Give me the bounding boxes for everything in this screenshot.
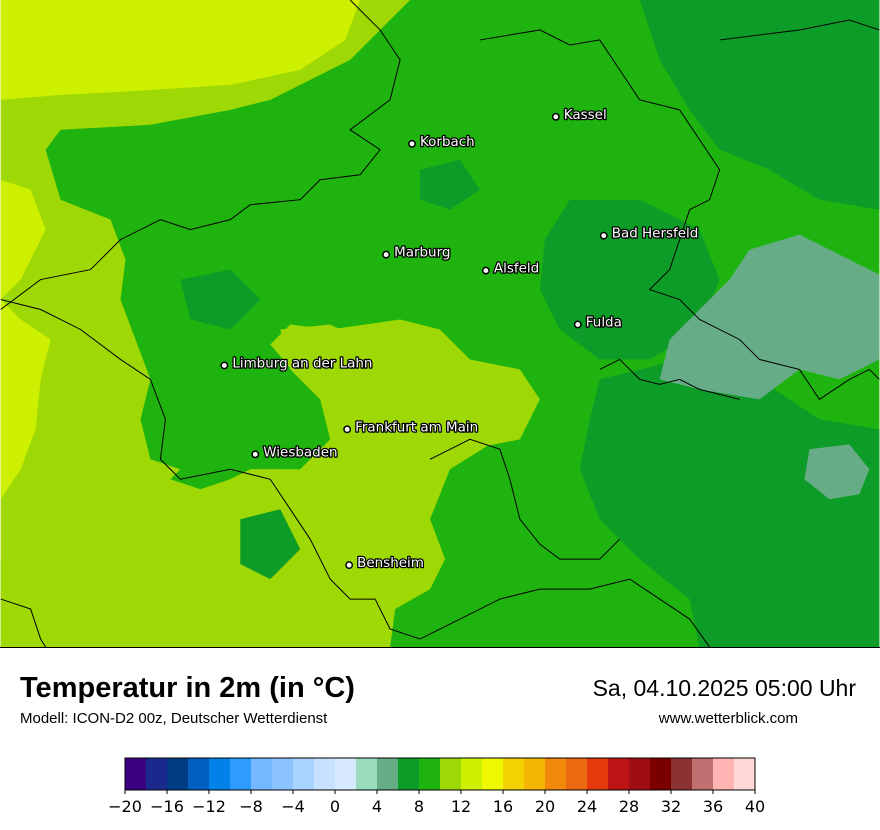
city-label: Bensheim (357, 555, 424, 571)
city-korbach: Korbach (408, 132, 476, 151)
map-title: Temperatur in 2m (in °C) (20, 672, 355, 704)
legend-tick-label: 12 (451, 797, 471, 816)
legend-color-box (650, 758, 672, 790)
legend-tick-label: 28 (619, 797, 639, 816)
legend-color-box (167, 758, 189, 790)
forecast-datetime: Sa, 04.10.2025 05:00 Uhr (592, 675, 856, 701)
legend-color-box (146, 758, 168, 790)
temp-area-10-12-south (0, 324, 500, 647)
temperature-map: Kassel Korbach Bad Hersfeld Marburg Alsfeld F… (0, 0, 880, 648)
legend-tick-label: 4 (372, 797, 382, 816)
legend-color-box (734, 758, 756, 790)
legend-color-box (524, 758, 546, 790)
model-info: Modell: ICON-D2 00z, Deutscher Wetterdie… (20, 710, 328, 727)
color-legend: −20 −16 −12 −8 −4 0 4 8 12 16 20 24 28 32 36 40 (108, 757, 765, 816)
legend-tick-label: 36 (703, 797, 723, 816)
city-marker-dot (382, 250, 391, 259)
city-kassel: Kassel (551, 106, 608, 124)
city-limburg-an-der-lahn: Limburg an der Lahn (220, 354, 374, 373)
legend-color-box (356, 758, 378, 790)
city-label: Wiesbaden (263, 444, 337, 460)
legend-color-box (125, 758, 147, 790)
legend-color-box (671, 758, 693, 790)
border-lines (0, 0, 880, 647)
temp-area-6-8 (180, 0, 880, 647)
legend-color-box (545, 758, 567, 790)
city-wiesbaden: Wiesbaden (251, 443, 339, 462)
legend-color-box (629, 758, 651, 790)
city-marker-dot (599, 231, 608, 240)
legend-color-box (566, 758, 588, 790)
legend-color-box (692, 758, 714, 790)
legend-color-box (230, 758, 252, 790)
legend-frame (124, 757, 756, 791)
legend-color-box (209, 758, 231, 790)
city-label: Marburg (394, 245, 450, 261)
city-label: Frankfurt am Main (355, 419, 478, 435)
city-label: Alsfeld (494, 261, 539, 277)
legend-color-box (587, 758, 609, 790)
city-alsfeld: Alsfeld (481, 259, 541, 278)
city-bensheim: Bensheim (345, 554, 425, 572)
legend-tick-label: 8 (414, 797, 424, 816)
city-marker-dot (551, 112, 560, 121)
city-marker-dot (220, 361, 229, 370)
city-marker-dot (573, 320, 582, 329)
legend-tick-label: 16 (493, 797, 513, 816)
legend-color-box (440, 758, 462, 790)
city-markers: Kassel Korbach Bad Hersfeld Marburg Alsfeld F… (220, 106, 700, 572)
legend-color-box (377, 758, 399, 790)
city-marburg: Marburg (382, 243, 452, 262)
legend-tick-label: 40 (745, 797, 765, 816)
legend-color-box (188, 758, 210, 790)
temp-area-4-6 (659, 234, 880, 500)
legend-color-boxes (125, 758, 756, 790)
legend-color-box (482, 758, 504, 790)
city-marker-dot (343, 425, 352, 434)
city-label: Fulda (586, 314, 622, 330)
legend-color-box (293, 758, 315, 790)
legend-color-box (398, 758, 420, 790)
legend-tick-label: 32 (661, 797, 681, 816)
city-fulda: Fulda (573, 313, 623, 332)
legend-tick-label: 20 (535, 797, 555, 816)
legend-color-box (272, 758, 294, 790)
city-bad-hersfeld: Bad Hersfeld (599, 224, 700, 243)
legend-tick-label: −20 (108, 797, 142, 816)
legend-color-box (608, 758, 630, 790)
legend-color-box (503, 758, 525, 790)
legend-color-box (335, 758, 357, 790)
legend-ticks: −20 −16 −12 −8 −4 0 4 8 12 16 20 24 28 32 36 40 (108, 790, 765, 816)
website-link[interactable]: www.wetterblick.com (658, 710, 798, 727)
legend-tick-label: −8 (239, 797, 263, 816)
legend-color-box (251, 758, 273, 790)
city-marker-dot (345, 561, 354, 570)
city-marker-dot (251, 450, 260, 459)
legend-tick-label: 24 (577, 797, 597, 816)
legend-color-box (314, 758, 336, 790)
legend-tick-label: −4 (281, 797, 305, 816)
legend-tick-label: −16 (150, 797, 184, 816)
city-marker-dot (408, 139, 416, 148)
city-frankfurt-am-main: Frankfurt am Main (343, 418, 480, 437)
city-label: Bad Hersfeld (612, 226, 699, 242)
legend-tick-label: 0 (330, 797, 340, 816)
city-label: Korbach (420, 134, 475, 150)
legend-color-box (461, 758, 483, 790)
city-marker-dot (481, 266, 490, 275)
legend-tick-label: −12 (192, 797, 226, 816)
legend-color-box (713, 758, 735, 790)
city-label: Kassel (564, 107, 607, 123)
legend-color-box (419, 758, 441, 790)
city-label: Limburg an der Lahn (232, 355, 372, 371)
temp-area-12-14-west (0, 0, 361, 500)
